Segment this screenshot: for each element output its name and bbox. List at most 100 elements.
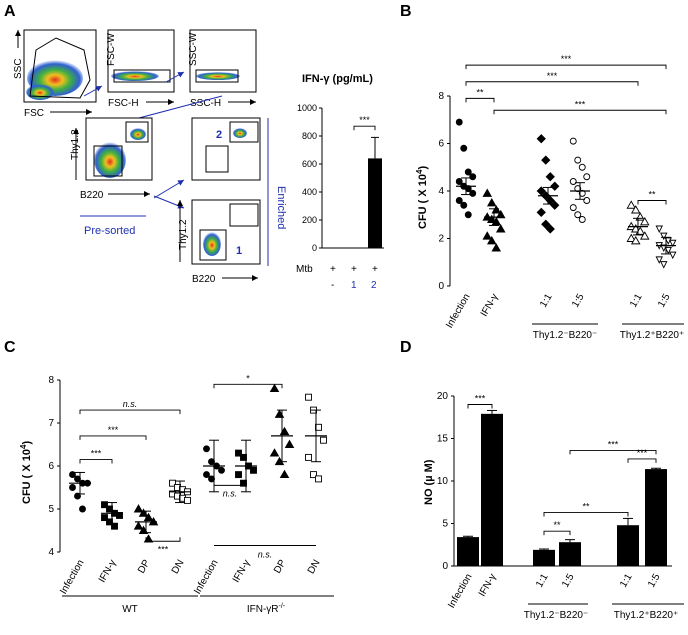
d-bar-2	[533, 549, 555, 566]
cond-row-2: 2	[371, 280, 377, 291]
d-sig-2-line	[569, 449, 657, 455]
b-point-4-9	[630, 235, 641, 245]
c-x-label-2: DP	[136, 558, 153, 576]
panel-label-a: A	[4, 3, 16, 20]
b-point-5-7	[669, 251, 677, 260]
ifn-gamma-bar-chart: IFN-γ (pg/mL) Mtb + + + - 1 2 0 200 400 600…	[296, 73, 384, 291]
b-y-tick-label-3: 6	[438, 139, 444, 150]
c-point-1-4	[101, 514, 108, 522]
cfu-scatter-b: 0 2 4 6 8 CFU ( X 104) Infection IFN-γ 1:1 1:5 1:1…	[415, 54, 684, 341]
d-sig-4-line	[627, 458, 657, 463]
b-sig-1-label: ***	[575, 99, 586, 109]
d-x-label-5: 1:5	[646, 572, 663, 590]
d-sig-0-label: ***	[475, 394, 486, 404]
b-sig-0-label: **	[476, 87, 484, 97]
b-point-4-2	[635, 212, 646, 221]
b-point-1-1	[486, 197, 497, 207]
d-y-tick-label-0: 0	[442, 561, 448, 572]
b-point-0-10	[464, 211, 472, 219]
b-x-label-2: 1:1	[538, 292, 555, 310]
c-point-0-4	[69, 484, 76, 491]
b-x-label-0: Infection	[444, 292, 472, 330]
d-bar-1	[481, 413, 503, 566]
b-point-3-1	[574, 156, 582, 164]
d-x-label-3: 1:5	[560, 572, 577, 590]
fsc-h-axis-label: FSC-H	[108, 98, 139, 109]
b-point-0-8	[455, 197, 463, 204]
mtb-row-label: Mtb	[296, 264, 313, 275]
b-group-label-1: Thy1.2⁺B220⁺	[620, 330, 684, 341]
b-y-tick-label-1: 2	[438, 234, 444, 245]
c-point-5-4	[235, 471, 242, 479]
b-sig-4-line	[637, 200, 667, 205]
gate-number-1: 1	[236, 245, 242, 257]
mtb-row-2: +	[372, 264, 378, 275]
cond-row-1: 1	[351, 280, 357, 291]
c-point-1-6	[111, 522, 118, 530]
d-sig-3-label: **	[582, 501, 590, 511]
c-point-0-5	[74, 492, 81, 500]
c-point-6-6	[279, 469, 290, 479]
b-point-2-3	[550, 181, 560, 191]
b-point-3-9	[574, 211, 582, 219]
c-sig-3-line	[145, 537, 181, 542]
b-point-1-2	[491, 205, 502, 214]
c-point-6-4	[269, 448, 280, 457]
b-sig-3-label: ***	[561, 54, 572, 64]
b-point-3-6	[578, 189, 586, 197]
b-sig-4-label: **	[648, 190, 656, 200]
b220-axis-label-b: B220	[192, 274, 216, 285]
b-point-1-8	[482, 231, 493, 240]
d-sig-3-line	[543, 512, 629, 517]
ifn-chart-title: IFN-γ (pg/mL)	[302, 73, 373, 85]
d-y-tick-label-1: 5	[442, 519, 448, 530]
b-point-3-7	[583, 197, 591, 204]
b-point-3-8	[569, 204, 577, 212]
b-point-3-4	[569, 178, 577, 185]
b-point-0-1	[460, 144, 468, 152]
c-y-axis-label: CFU ( X 104)	[19, 441, 33, 504]
gate-arrow-1	[83, 85, 103, 97]
c-sig-1-line	[79, 435, 147, 440]
gate-arrow-4	[153, 195, 185, 209]
ifn-y-tick-label-3: 600	[302, 159, 317, 169]
no-bar-chart-d: 0 5 10 15 20 NO (µ M) Infection IFN-γ 1:1 1:5 1:1 1…	[423, 391, 684, 621]
b-point-0-7	[469, 189, 477, 197]
b-group-label-0: Thy1.2⁻B220⁻	[533, 330, 597, 341]
c-point-0-0	[69, 471, 76, 479]
d-group-label-0: Thy1.2⁻B220⁻	[524, 610, 588, 621]
ifn-y-tick-label-4: 800	[302, 131, 317, 141]
panel-label-d: D	[400, 339, 412, 356]
b-point-3-2	[578, 163, 586, 171]
d-x-label-1: IFN-γ	[477, 572, 499, 599]
c-x-label-7: DN	[306, 558, 323, 576]
c-sig-2-line	[79, 409, 181, 415]
flow-plot-presorted: Thy1.2 B220 Pre-sorted	[70, 117, 153, 237]
c-sig-0-line	[79, 459, 113, 464]
d-bar-5	[645, 469, 667, 566]
gate-arrow-2	[165, 71, 185, 83]
c-sig-6-label: n.s.	[258, 550, 273, 560]
c-point-6-0	[269, 383, 280, 393]
c-x-label-5: IFN-γ	[231, 558, 253, 585]
c-point-7-4	[305, 453, 312, 461]
ssc-w-axis-label: SSC-W	[188, 32, 199, 66]
d-sig-4-label: ***	[637, 448, 648, 458]
c-point-5-0	[235, 449, 242, 457]
c-x-label-1: IFN-γ	[97, 558, 119, 585]
b-point-5-3	[669, 239, 677, 248]
d-y-tick-label-4: 20	[437, 391, 449, 402]
d-sig-1-line	[543, 530, 571, 536]
fsc-axis-label: FSC	[24, 108, 44, 119]
b-point-1-3	[495, 209, 506, 219]
ifn-sig-line	[353, 125, 376, 131]
c-y-tick-label-0: 4	[48, 547, 54, 558]
b-point-2-1	[541, 155, 551, 165]
b-point-3-10	[578, 216, 586, 223]
b-point-0-9	[460, 201, 468, 209]
d-bar-0	[457, 537, 479, 566]
cond-row-0: -	[331, 280, 334, 291]
d-y-tick-label-2: 10	[437, 476, 449, 487]
thy12-axis-label-b: Thy1.2	[178, 219, 189, 250]
